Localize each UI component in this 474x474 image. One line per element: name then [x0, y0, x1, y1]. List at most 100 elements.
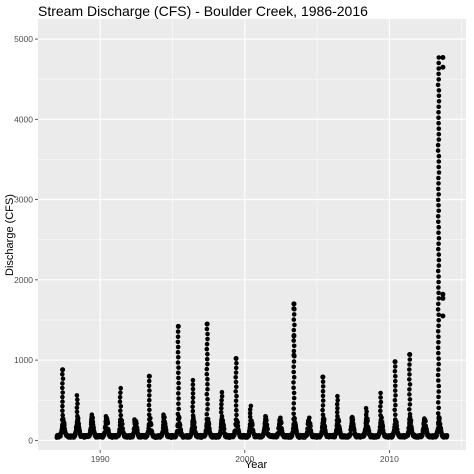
data-point	[436, 77, 442, 82]
data-point	[407, 382, 413, 387]
data-point	[203, 432, 208, 437]
data-point	[436, 274, 441, 279]
data-point	[436, 60, 442, 66]
data-point	[291, 380, 296, 385]
data-point	[436, 66, 442, 71]
data-point	[204, 391, 210, 397]
data-point	[435, 345, 441, 351]
data-point	[60, 408, 65, 414]
data-point	[436, 203, 441, 208]
data-point	[290, 429, 296, 435]
data-point	[204, 412, 210, 417]
data-point	[190, 417, 196, 423]
data-point	[378, 404, 383, 409]
data-point	[407, 422, 412, 427]
data-point	[234, 384, 239, 390]
data-point	[407, 367, 412, 372]
data-point	[436, 246, 441, 252]
data-point	[75, 401, 80, 407]
data-point	[291, 333, 297, 339]
data-point	[436, 110, 441, 115]
data-point	[118, 385, 123, 391]
data-point	[75, 413, 80, 419]
data-point	[146, 383, 152, 389]
y-axis-title: Discharge (CFS)	[4, 194, 16, 276]
data-point	[233, 365, 239, 371]
data-point	[436, 104, 442, 110]
data-point	[436, 131, 442, 137]
data-point	[422, 418, 427, 423]
data-point	[219, 422, 224, 427]
data-point	[291, 395, 297, 401]
data-point	[221, 426, 227, 432]
data-point	[378, 390, 383, 396]
data-point	[378, 413, 383, 418]
data-point	[147, 407, 152, 413]
data-point	[436, 285, 441, 290]
data-point	[175, 334, 181, 340]
data-point	[204, 371, 210, 377]
data-point	[205, 376, 210, 382]
data-point	[205, 386, 210, 392]
data-point	[393, 383, 398, 389]
data-point	[393, 373, 398, 379]
data-point	[291, 327, 297, 333]
data-point	[147, 397, 152, 403]
data-point	[334, 418, 340, 423]
data-point	[320, 398, 326, 403]
data-point	[393, 422, 398, 427]
data-point	[436, 301, 441, 307]
data-point	[59, 417, 65, 423]
data-point	[436, 296, 442, 301]
data-point	[392, 388, 398, 393]
data-point	[204, 321, 210, 327]
data-point	[291, 416, 296, 422]
data-point	[436, 219, 441, 225]
data-point	[436, 181, 441, 186]
data-point	[436, 312, 442, 318]
data-point	[204, 341, 210, 347]
data-point	[291, 352, 297, 358]
data-point	[435, 307, 441, 312]
data-point	[219, 414, 225, 419]
data-point	[205, 336, 210, 342]
data-point	[175, 360, 181, 365]
data-point	[205, 361, 210, 367]
data-point	[407, 407, 412, 412]
data-point	[291, 406, 297, 411]
data-point	[175, 344, 181, 350]
data-point	[436, 235, 442, 241]
data-point	[219, 406, 224, 411]
data-point	[292, 322, 297, 328]
data-point	[291, 348, 297, 354]
x-tick-label: 1990	[91, 454, 110, 464]
data-point	[435, 214, 441, 219]
data-point	[204, 417, 210, 422]
y-tick-label: 3000	[14, 195, 33, 205]
data-point	[436, 175, 441, 181]
data-point	[436, 389, 442, 394]
data-point	[247, 422, 253, 427]
data-point	[334, 410, 340, 415]
data-point	[118, 413, 124, 418]
data-point	[392, 359, 398, 365]
data-point	[334, 402, 340, 407]
data-point	[89, 412, 95, 418]
data-point	[320, 388, 326, 394]
data-point	[435, 329, 441, 334]
data-point	[436, 93, 442, 99]
data-point	[320, 384, 326, 389]
data-points	[54, 55, 450, 440]
data-point	[233, 356, 239, 361]
data-point	[147, 393, 152, 398]
data-point	[247, 407, 253, 412]
data-point	[176, 385, 181, 391]
data-point	[233, 398, 239, 404]
data-point	[247, 414, 253, 420]
data-point	[407, 357, 413, 362]
data-point	[176, 396, 181, 401]
data-point	[190, 382, 196, 387]
data-point	[320, 379, 326, 385]
data-point	[291, 374, 297, 380]
data-point	[436, 422, 441, 427]
